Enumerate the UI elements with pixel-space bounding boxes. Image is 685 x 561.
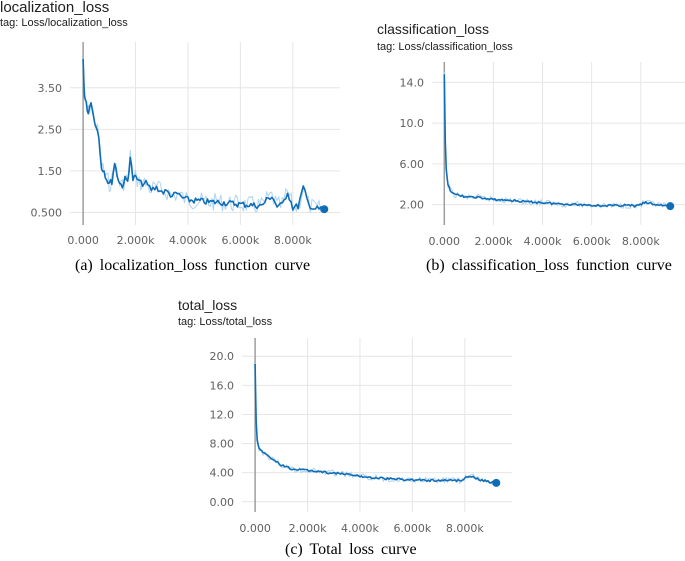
chart-tag: tag: Loss/classification_loss	[377, 41, 513, 53]
x-tick-label: 2.000k	[289, 522, 327, 535]
x-tick-label: 8.000k	[446, 522, 484, 535]
y-tick-label: 6.00	[400, 158, 425, 171]
y-tick-label: 14.0	[400, 76, 425, 89]
chart-caption: (c) Total loss curve	[285, 541, 417, 558]
y-tick-label: 4.00	[210, 467, 235, 480]
y-tick-label: 10.0	[400, 117, 425, 130]
series-raw-line	[82, 58, 325, 213]
chart-title: total_loss	[178, 297, 238, 313]
series-line	[82, 58, 325, 211]
series-raw-line	[254, 363, 497, 485]
chart-tag: tag: Loss/total_loss	[178, 316, 273, 328]
y-tick-label: 12.0	[210, 408, 235, 421]
panel-classification: classification_loss tag: Loss/classifica…	[0, 0, 685, 280]
x-tick-label: 8.000k	[622, 235, 660, 248]
series-line	[443, 74, 671, 208]
series-end-point	[492, 478, 501, 487]
y-tick-label: 0.500	[31, 207, 63, 220]
y-tick-label: 2.50	[38, 123, 63, 136]
x-tick-label: 0.000	[67, 234, 99, 247]
chart-caption: (a) localization_loss function curve	[75, 257, 311, 274]
chart-tag: tag: Loss/localization_loss	[0, 17, 128, 29]
y-tick-label: 2.00	[400, 199, 425, 212]
x-tick-label: 4.000k	[524, 235, 562, 248]
x-tick-label: 2.000k	[117, 234, 155, 247]
series-end-point	[320, 205, 329, 214]
chart-caption: (b) classification_loss function curve	[426, 257, 672, 274]
x-tick-label: 0.000	[239, 522, 271, 535]
x-tick-label: 6.000k	[573, 235, 611, 248]
series-end-point	[666, 202, 675, 211]
y-tick-label: 3.50	[38, 82, 63, 95]
y-tick-label: 0.00	[210, 496, 235, 509]
y-tick-label: 1.50	[38, 165, 63, 178]
x-tick-label: 6.000k	[393, 522, 431, 535]
x-tick-label: 4.000k	[341, 522, 379, 535]
x-tick-label: 2.000k	[474, 235, 512, 248]
total-loss-chart: 20.0 16.0 12.0 8.00 4.00 0.00 0.000 2.000k 4.000…	[210, 338, 512, 535]
localization-loss-chart: 3.50 2.50 1.50 0.500 0.000 2.000k 4.000k 6.000k…	[31, 42, 340, 247]
x-tick-label: 6.000k	[221, 234, 259, 247]
x-tick-label: 8.000k	[274, 234, 312, 247]
y-tick-label: 8.00	[210, 438, 235, 451]
panel-localization: localization_loss tag: Loss/localization…	[0, 0, 340, 280]
chart-title: localization_loss	[0, 0, 110, 16]
classification-loss-chart: 14.0 10.0 6.00 2.00 0.000 2.000k 4.000k 6.000k 8…	[400, 62, 685, 248]
y-tick-label: 20.0	[210, 350, 235, 363]
chart-title: classification_loss	[377, 21, 490, 37]
x-tick-label: 4.000k	[169, 234, 207, 247]
x-tick-label: 0.000	[429, 235, 461, 248]
series-line	[254, 363, 497, 485]
y-tick-label: 16.0	[210, 379, 235, 392]
